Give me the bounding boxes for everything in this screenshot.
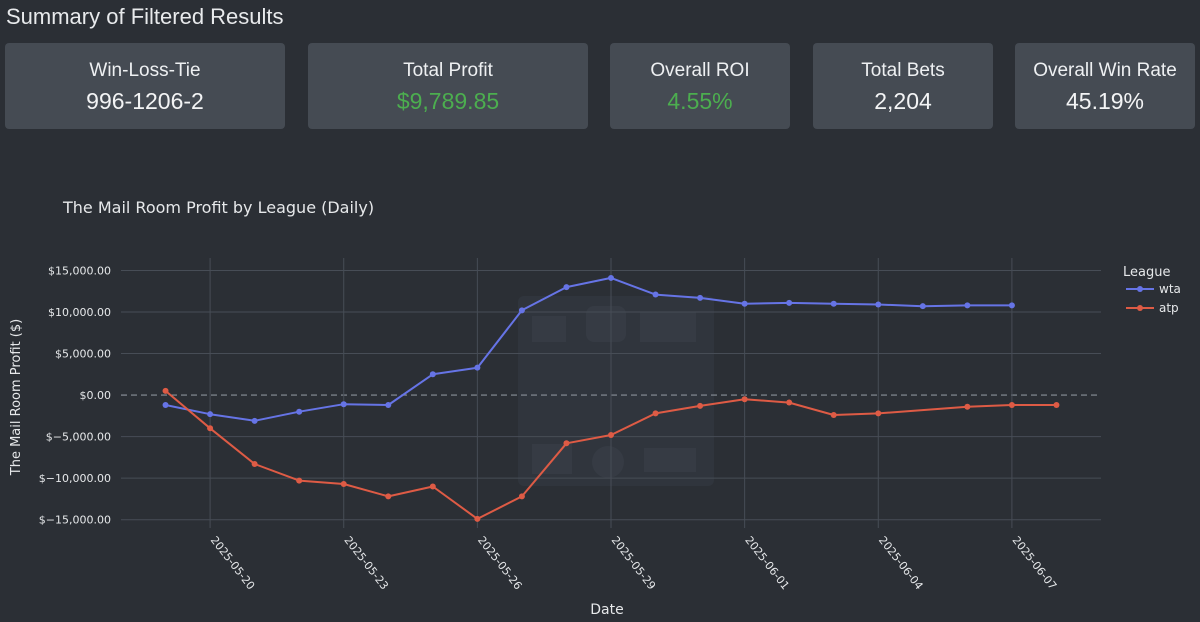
y-tick-label: $10,000.00 (48, 306, 111, 319)
data-point-atp (608, 431, 614, 438)
data-point-wta (1008, 302, 1015, 309)
data-point-atp (296, 477, 303, 484)
data-point-wta (518, 307, 525, 314)
x-tick-label: 2025-05-23 (341, 534, 391, 592)
overall-roi-card: Overall ROI 4.55% (610, 43, 790, 129)
win-loss-tie-card: Win-Loss-Tie 996-1206-2 (5, 43, 285, 129)
data-point-atp (964, 403, 971, 410)
data-point-atp (385, 493, 392, 500)
card-value: 996-1206-2 (86, 88, 204, 114)
y-tick-label: $15,000.00 (48, 264, 111, 277)
series-line-atp (164, 390, 1057, 520)
x-tick-label: 2025-05-20 (208, 534, 258, 592)
data-point-wta (697, 294, 704, 301)
data-point-wta (429, 371, 436, 378)
data-point-atp (162, 387, 169, 394)
card-value: 45.19% (1065, 88, 1144, 114)
card-value: $9,789.85 (396, 88, 500, 114)
legend-marker-atp (1137, 305, 1143, 311)
series-line-wta (165, 276, 1012, 422)
series-layer (162, 274, 1060, 522)
data-point-wta (162, 402, 169, 409)
data-point-atp (251, 461, 258, 468)
legend-marker-wta (1137, 286, 1143, 292)
legend-label-atp: atp (1159, 301, 1179, 315)
legend-item-atp[interactable]: atp (1126, 301, 1179, 315)
data-point-wta (741, 300, 748, 307)
legend: League wta atp (1123, 265, 1181, 315)
data-point-atp (563, 440, 570, 447)
data-point-atp (474, 515, 481, 522)
data-point-atp (741, 396, 748, 403)
data-point-wta (207, 411, 214, 418)
card-label: Total Profit (403, 60, 493, 81)
overall-win-rate-card: Overall Win Rate 45.19% (1015, 43, 1195, 129)
total-profit-card: Total Profit $9,789.85 (308, 43, 588, 129)
x-tick-label: 2025-06-01 (742, 534, 792, 592)
data-point-atp (518, 493, 525, 500)
data-point-atp (786, 399, 793, 406)
card-label: Win-Loss-Tie (89, 60, 201, 81)
data-point-wta (608, 274, 614, 281)
legend-label-wta: wta (1159, 282, 1181, 296)
data-point-wta (830, 300, 837, 307)
x-tick-label: 2025-06-07 (1010, 534, 1060, 592)
card-label: Overall ROI (650, 60, 750, 81)
card-value: 4.55% (667, 88, 733, 114)
y-tick-label: $−15,000.00 (39, 514, 111, 527)
data-point-atp (830, 412, 837, 419)
data-point-atp (1053, 402, 1060, 409)
y-tick-label: $−5,000.00 (46, 431, 111, 444)
x-tick-label: 2025-05-29 (609, 534, 659, 592)
chart-title: The Mail Room Profit by League (Daily) (62, 198, 374, 217)
data-point-wta (340, 401, 347, 408)
data-point-atp (875, 410, 882, 417)
x-tick-label: 2025-05-26 (475, 534, 525, 592)
page-title: Summary of Filtered Results (6, 4, 284, 29)
y-tick-label: $−10,000.00 (39, 472, 111, 485)
data-point-wta (251, 417, 258, 424)
card-value: 2,204 (874, 88, 932, 114)
data-point-wta (919, 303, 926, 310)
data-point-atp (652, 410, 659, 417)
y-tick-label: $0.00 (80, 389, 112, 402)
chart-grid (121, 258, 1101, 528)
data-point-wta (385, 402, 392, 409)
y-axis-label: The Mail Room Profit ($) (9, 319, 24, 476)
x-axis-label: Date (590, 602, 623, 618)
data-point-atp (429, 483, 436, 490)
x-tick-label: 2025-06-04 (876, 534, 926, 592)
y-tick-label: $5,000.00 (55, 348, 111, 361)
mail-room-watermark-logo (518, 296, 714, 486)
data-point-wta (875, 301, 882, 308)
data-point-wta (652, 291, 659, 298)
card-label: Total Bets (861, 60, 945, 81)
legend-title: League (1123, 265, 1170, 280)
data-point-wta (786, 299, 793, 306)
data-point-atp (207, 425, 214, 432)
data-point-wta (296, 408, 303, 415)
profit-line-chart: $15,000.00 $10,000.00 $5,000.00 $0.00 $−5,00… (9, 198, 1181, 618)
total-bets-card: Total Bets 2,204 (813, 43, 993, 129)
data-point-atp (1008, 402, 1015, 409)
legend-item-wta[interactable]: wta (1126, 282, 1181, 296)
data-point-atp (340, 480, 347, 487)
card-label: Overall Win Rate (1033, 60, 1177, 81)
data-point-wta (474, 364, 481, 371)
data-point-wta (964, 302, 971, 309)
data-point-wta (563, 284, 570, 291)
data-point-atp (697, 402, 704, 409)
